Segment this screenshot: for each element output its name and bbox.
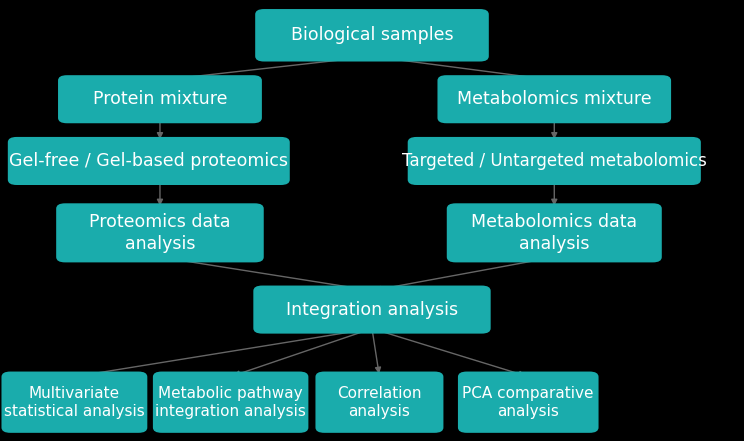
Text: Multivariate
statistical analysis: Multivariate statistical analysis <box>4 386 145 419</box>
FancyBboxPatch shape <box>57 203 264 262</box>
Text: Correlation
analysis: Correlation analysis <box>337 386 422 419</box>
Text: Targeted / Untargeted metabolomics: Targeted / Untargeted metabolomics <box>402 152 707 170</box>
Text: Biological samples: Biological samples <box>291 26 453 44</box>
FancyBboxPatch shape <box>8 137 290 185</box>
Text: Metabolic pathway
integration analysis: Metabolic pathway integration analysis <box>155 386 306 419</box>
FancyBboxPatch shape <box>58 75 262 123</box>
FancyBboxPatch shape <box>1 371 147 433</box>
FancyBboxPatch shape <box>458 371 599 433</box>
Text: Proteomics data
analysis: Proteomics data analysis <box>89 213 231 253</box>
FancyBboxPatch shape <box>437 75 671 123</box>
Text: Metabolomics data
analysis: Metabolomics data analysis <box>471 213 638 253</box>
Text: Metabolomics mixture: Metabolomics mixture <box>457 90 652 108</box>
FancyBboxPatch shape <box>408 137 701 185</box>
FancyBboxPatch shape <box>447 203 662 262</box>
FancyBboxPatch shape <box>315 371 443 433</box>
FancyBboxPatch shape <box>254 286 491 333</box>
Text: Gel-free / Gel-based proteomics: Gel-free / Gel-based proteomics <box>10 152 289 170</box>
FancyBboxPatch shape <box>255 9 489 61</box>
FancyBboxPatch shape <box>153 371 308 433</box>
Text: Integration analysis: Integration analysis <box>286 301 458 318</box>
Text: Protein mixture: Protein mixture <box>93 90 227 108</box>
Text: PCA comparative
analysis: PCA comparative analysis <box>463 386 594 419</box>
